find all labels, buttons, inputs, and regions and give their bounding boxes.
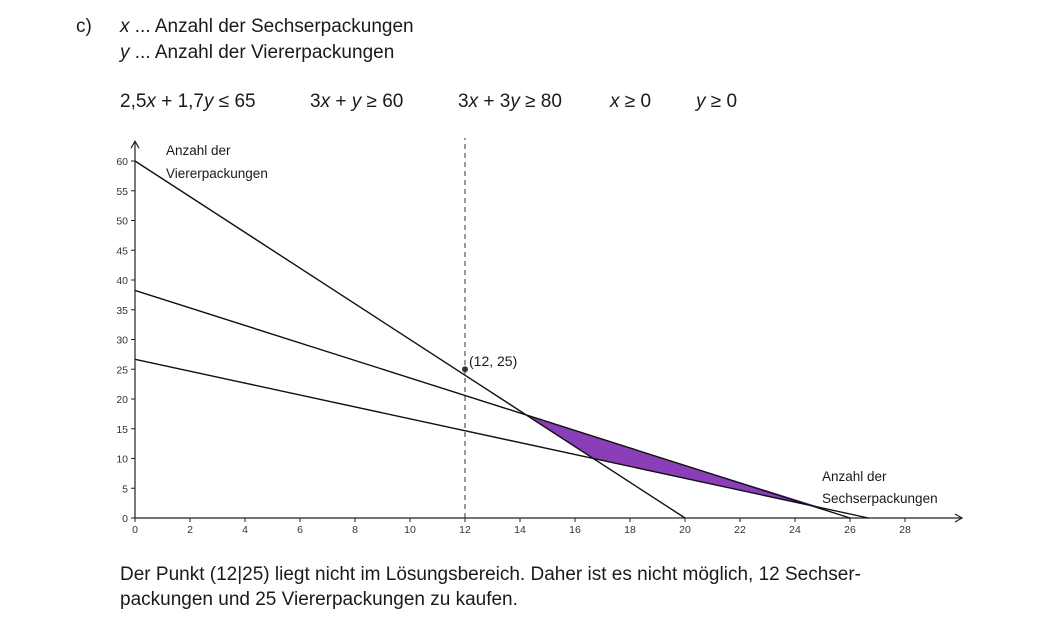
x-axis-label-line2: Sechserpackungen xyxy=(822,491,938,506)
x-tick-label: 20 xyxy=(679,524,691,536)
y-axis-label-line1: Anzahl der xyxy=(166,143,231,158)
x-tick-label: 26 xyxy=(844,524,856,536)
definition-y: y ... Anzahl der Viererpackungen xyxy=(120,42,394,64)
ineq1-post: ≤ 65 xyxy=(213,91,256,112)
ineq1-v2: y xyxy=(204,91,214,112)
ineq3-mid: + 3 xyxy=(478,91,511,112)
inequality-3: 3x + 3y ≥ 80 xyxy=(458,91,562,113)
y-tick-label: 40 xyxy=(116,275,128,287)
inequality-2: 3x + y ≥ 60 xyxy=(310,91,403,113)
ineq2-post: ≥ 60 xyxy=(361,91,404,112)
ineq2-v1: x xyxy=(320,91,331,112)
ineq1-pre: 2,5 xyxy=(120,91,147,112)
y-tick-label: 5 xyxy=(122,483,128,495)
point-label: (12, 25) xyxy=(469,353,517,369)
y-tick-label: 25 xyxy=(116,364,128,376)
x-axis-arrow xyxy=(954,513,964,523)
x-tick-label: 4 xyxy=(242,524,248,536)
ineq1-v1: x xyxy=(146,91,156,112)
definition-x-var: x xyxy=(120,16,130,37)
x-tick-label: 16 xyxy=(569,524,581,536)
inequality-5: y ≥ 0 xyxy=(696,91,737,113)
y-axis-arrow xyxy=(130,139,140,149)
ineq3-pre: 3 xyxy=(458,91,469,112)
x-tick-label: 18 xyxy=(624,524,636,536)
y-tick-label: 30 xyxy=(116,335,128,347)
ineq3-v2: y xyxy=(510,91,520,112)
ineq4-v1: x xyxy=(610,91,620,112)
y-tick-label: 60 xyxy=(116,156,128,168)
constraint-line-3 xyxy=(134,358,869,519)
ineq5-mid: ≥ 0 xyxy=(705,91,738,112)
ineq4-mid: ≥ 0 xyxy=(619,91,652,112)
y-tick-label: 20 xyxy=(116,394,128,406)
y-tick-label: 0 xyxy=(122,513,128,525)
x-axis-label-line1: Anzahl der xyxy=(822,469,887,484)
part-label: c) xyxy=(76,16,92,37)
definition-y-var: y xyxy=(120,42,130,63)
x-tick-label: 28 xyxy=(899,524,911,536)
x-tick-label: 6 xyxy=(297,524,303,536)
y-tick-label: 15 xyxy=(116,424,128,436)
definition-x-text: ... Anzahl der Sechserpackungen xyxy=(129,16,414,37)
ineq2-pre: 3 xyxy=(310,91,321,112)
ineq5-v1: y xyxy=(696,91,706,112)
x-tick-label: 10 xyxy=(404,524,416,536)
ineq3-v1: x xyxy=(468,91,479,112)
x-tick-label: 12 xyxy=(459,524,471,536)
ineq3-post: ≥ 80 xyxy=(519,91,562,112)
x-tick-label: 14 xyxy=(514,524,526,536)
inequality-4: x ≥ 0 xyxy=(610,91,651,113)
y-tick-label: 55 xyxy=(116,186,128,198)
x-tick-label: 8 xyxy=(352,524,358,536)
x-tick-label: 22 xyxy=(734,524,746,536)
y-tick-label: 45 xyxy=(116,245,128,257)
constraint-line-1 xyxy=(134,160,686,519)
ineq2-v2: y xyxy=(351,91,362,112)
ineq1-mid: + 1,7 xyxy=(155,91,204,112)
y-tick-label: 50 xyxy=(116,216,128,228)
x-tick-label: 0 xyxy=(132,524,138,536)
x-tick-label: 2 xyxy=(187,524,193,536)
y-tick-label: 10 xyxy=(116,454,128,466)
definition-y-text: ... Anzahl der Viererpackungen xyxy=(129,42,395,63)
definition-x: x ... Anzahl der Sechserpackungen xyxy=(120,16,414,38)
inequality-1: 2,5x + 1,7y ≤ 65 xyxy=(120,91,256,113)
y-tick-label: 35 xyxy=(116,305,128,317)
y-axis-label-line2: Viererpackungen xyxy=(166,166,268,181)
point-12-25 xyxy=(462,366,468,373)
constraint-line-2 xyxy=(134,289,851,519)
conclusion-text: Der Punkt (12|25) liegt nicht im Lösungs… xyxy=(120,564,862,610)
x-tick-label: 24 xyxy=(789,524,801,536)
ineq2-mid: + xyxy=(330,91,352,112)
